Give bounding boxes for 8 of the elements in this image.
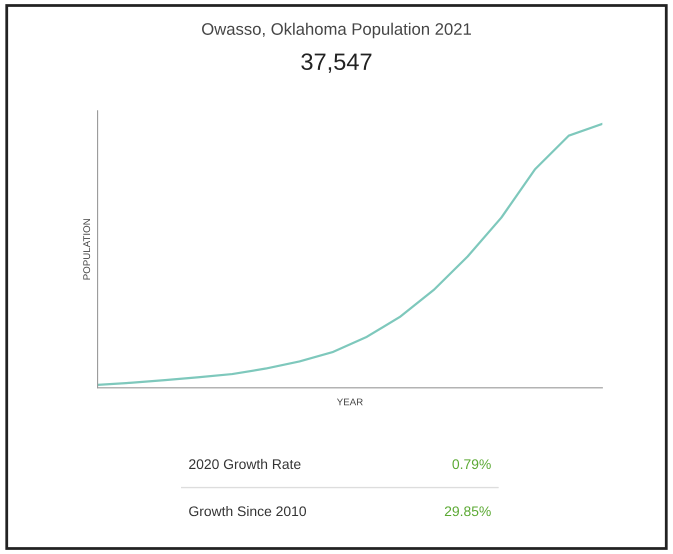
- text: 29.85%: [444, 506, 491, 516]
- text: 2020 Growth Rate: [189, 458, 301, 470]
- chart-subtitle: 37,547: [301, 53, 372, 73]
- text: 0.79%: [452, 459, 491, 470]
- x-axis-title: YEAR: [336, 398, 363, 406]
- text: Growth Since 2010: [189, 506, 306, 516]
- y-axis-title: POPULATION: [83, 219, 90, 280]
- chart-title: Owasso, Oklahoma Population 2021: [202, 22, 471, 38]
